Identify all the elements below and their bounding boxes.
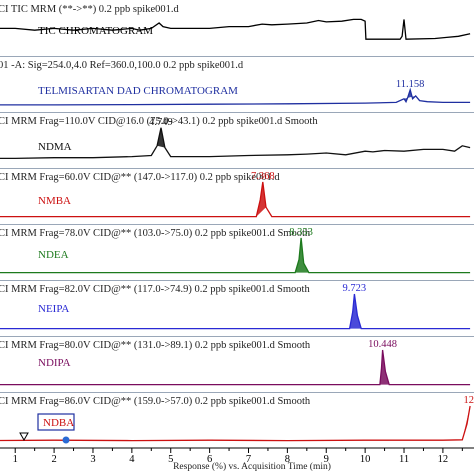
x-axis-label: Response (%) vs. Acquisition Time (min) [173, 461, 331, 472]
series-label: NDIPA [38, 357, 71, 369]
peak-label: 8.353 [289, 227, 313, 238]
x-tick-label: 10 [360, 454, 371, 465]
peak-fill [462, 406, 471, 440]
series-line [0, 293, 471, 330]
series-label: NDMA [38, 141, 72, 153]
x-tick-label: 3 [90, 454, 95, 465]
peak-label: 11.158 [396, 79, 425, 90]
peak-label: 10.448 [368, 339, 397, 350]
series-label: NDEA [38, 249, 69, 261]
series-label: TIC CHROMATOGRAM [38, 25, 153, 37]
chromatogram-panel-7: CI MRM Frag=80.0V CID@** (131.0->89.1) 0… [0, 336, 474, 386]
x-tick-label: 5 [168, 454, 173, 465]
panel-header: CI MRM Frag=80.0V CID@** (131.0->89.1) 0… [0, 340, 311, 351]
panel-header: CI TIC MRM (**->**) 0.2 ppb spike001.d [0, 4, 179, 15]
series-line [0, 18, 471, 40]
series-label: NMBA [38, 195, 71, 207]
panel-header: CI MRM Frag=78.0V CID@** (103.0->75.0) 0… [0, 228, 311, 239]
panel-header: 01 -A: Sig=254.0,4.0 Ref=360.0,100.0 0.2… [0, 60, 244, 71]
series-label: NEIPA [38, 303, 69, 315]
x-tick-label: 12 [438, 454, 449, 465]
peak-label: 4.749 [149, 117, 173, 128]
x-tick-label: 9 [324, 454, 329, 465]
x-tick-label: 1 [13, 454, 18, 465]
x-tick-label: 11 [399, 454, 409, 465]
chromatogram-panel-6: CI MRM Frag=82.0V CID@** (117.0->74.9) 0… [0, 280, 474, 330]
peak-fill [404, 89, 416, 102]
peak-fill [379, 350, 390, 385]
chromatogram-panel-3: CI MRM Frag=110.0V CID@16.0 (75.0->43.1)… [0, 112, 474, 160]
chromatogram-panel-5: CI MRM Frag=78.0V CID@** (103.0->75.0) 0… [0, 224, 474, 274]
panel-header: CI MRM Frag=60.0V CID@** (147.0->117.0) … [0, 172, 280, 183]
series-line [0, 237, 471, 274]
peak-label: 9.723 [343, 283, 367, 294]
x-tick-label: 7 [246, 454, 251, 465]
peak-fill [349, 294, 362, 329]
series-label: TELMISARTAN DAD CHROMATOGRAM [38, 85, 238, 97]
x-tick-label: 2 [51, 454, 56, 465]
x-tick-label: 4 [129, 454, 135, 465]
panel-header: CI MRM Frag=82.0V CID@** (117.0->74.9) 0… [0, 284, 310, 295]
position-marker-icon [62, 436, 70, 444]
series-line [0, 127, 471, 160]
peak-fill [157, 127, 165, 148]
peak-label: 12. [464, 395, 474, 406]
series-label: NDBA [43, 417, 74, 429]
chromatogram-panel-4: CI MRM Frag=60.0V CID@** (147.0->117.0) … [0, 168, 474, 218]
panel-header: CI MRM Frag=110.0V CID@16.0 (75.0->43.1)… [0, 116, 318, 127]
chromatogram-panel-1: CI TIC MRM (**->**) 0.2 ppb spike001.d TI… [0, 4, 471, 40]
panel-header: CI MRM Frag=86.0V CID@** (159.0->57.0) 0… [0, 396, 311, 407]
x-tick-label: 6 [207, 454, 212, 465]
chromatogram-panel-2: 01 -A: Sig=254.0,4.0 Ref=360.0,100.0 0.2… [0, 56, 474, 106]
chromatogram-panel-8: CI MRM Frag=86.0V CID@** (159.0->57.0) 0… [0, 392, 474, 442]
peak-fill [256, 182, 266, 217]
peak-label: 7.368 [251, 171, 275, 182]
start-marker-icon [19, 432, 29, 442]
series-label-box [37, 413, 75, 431]
x-tick-label: 8 [285, 454, 290, 465]
peak-fill [295, 238, 309, 273]
